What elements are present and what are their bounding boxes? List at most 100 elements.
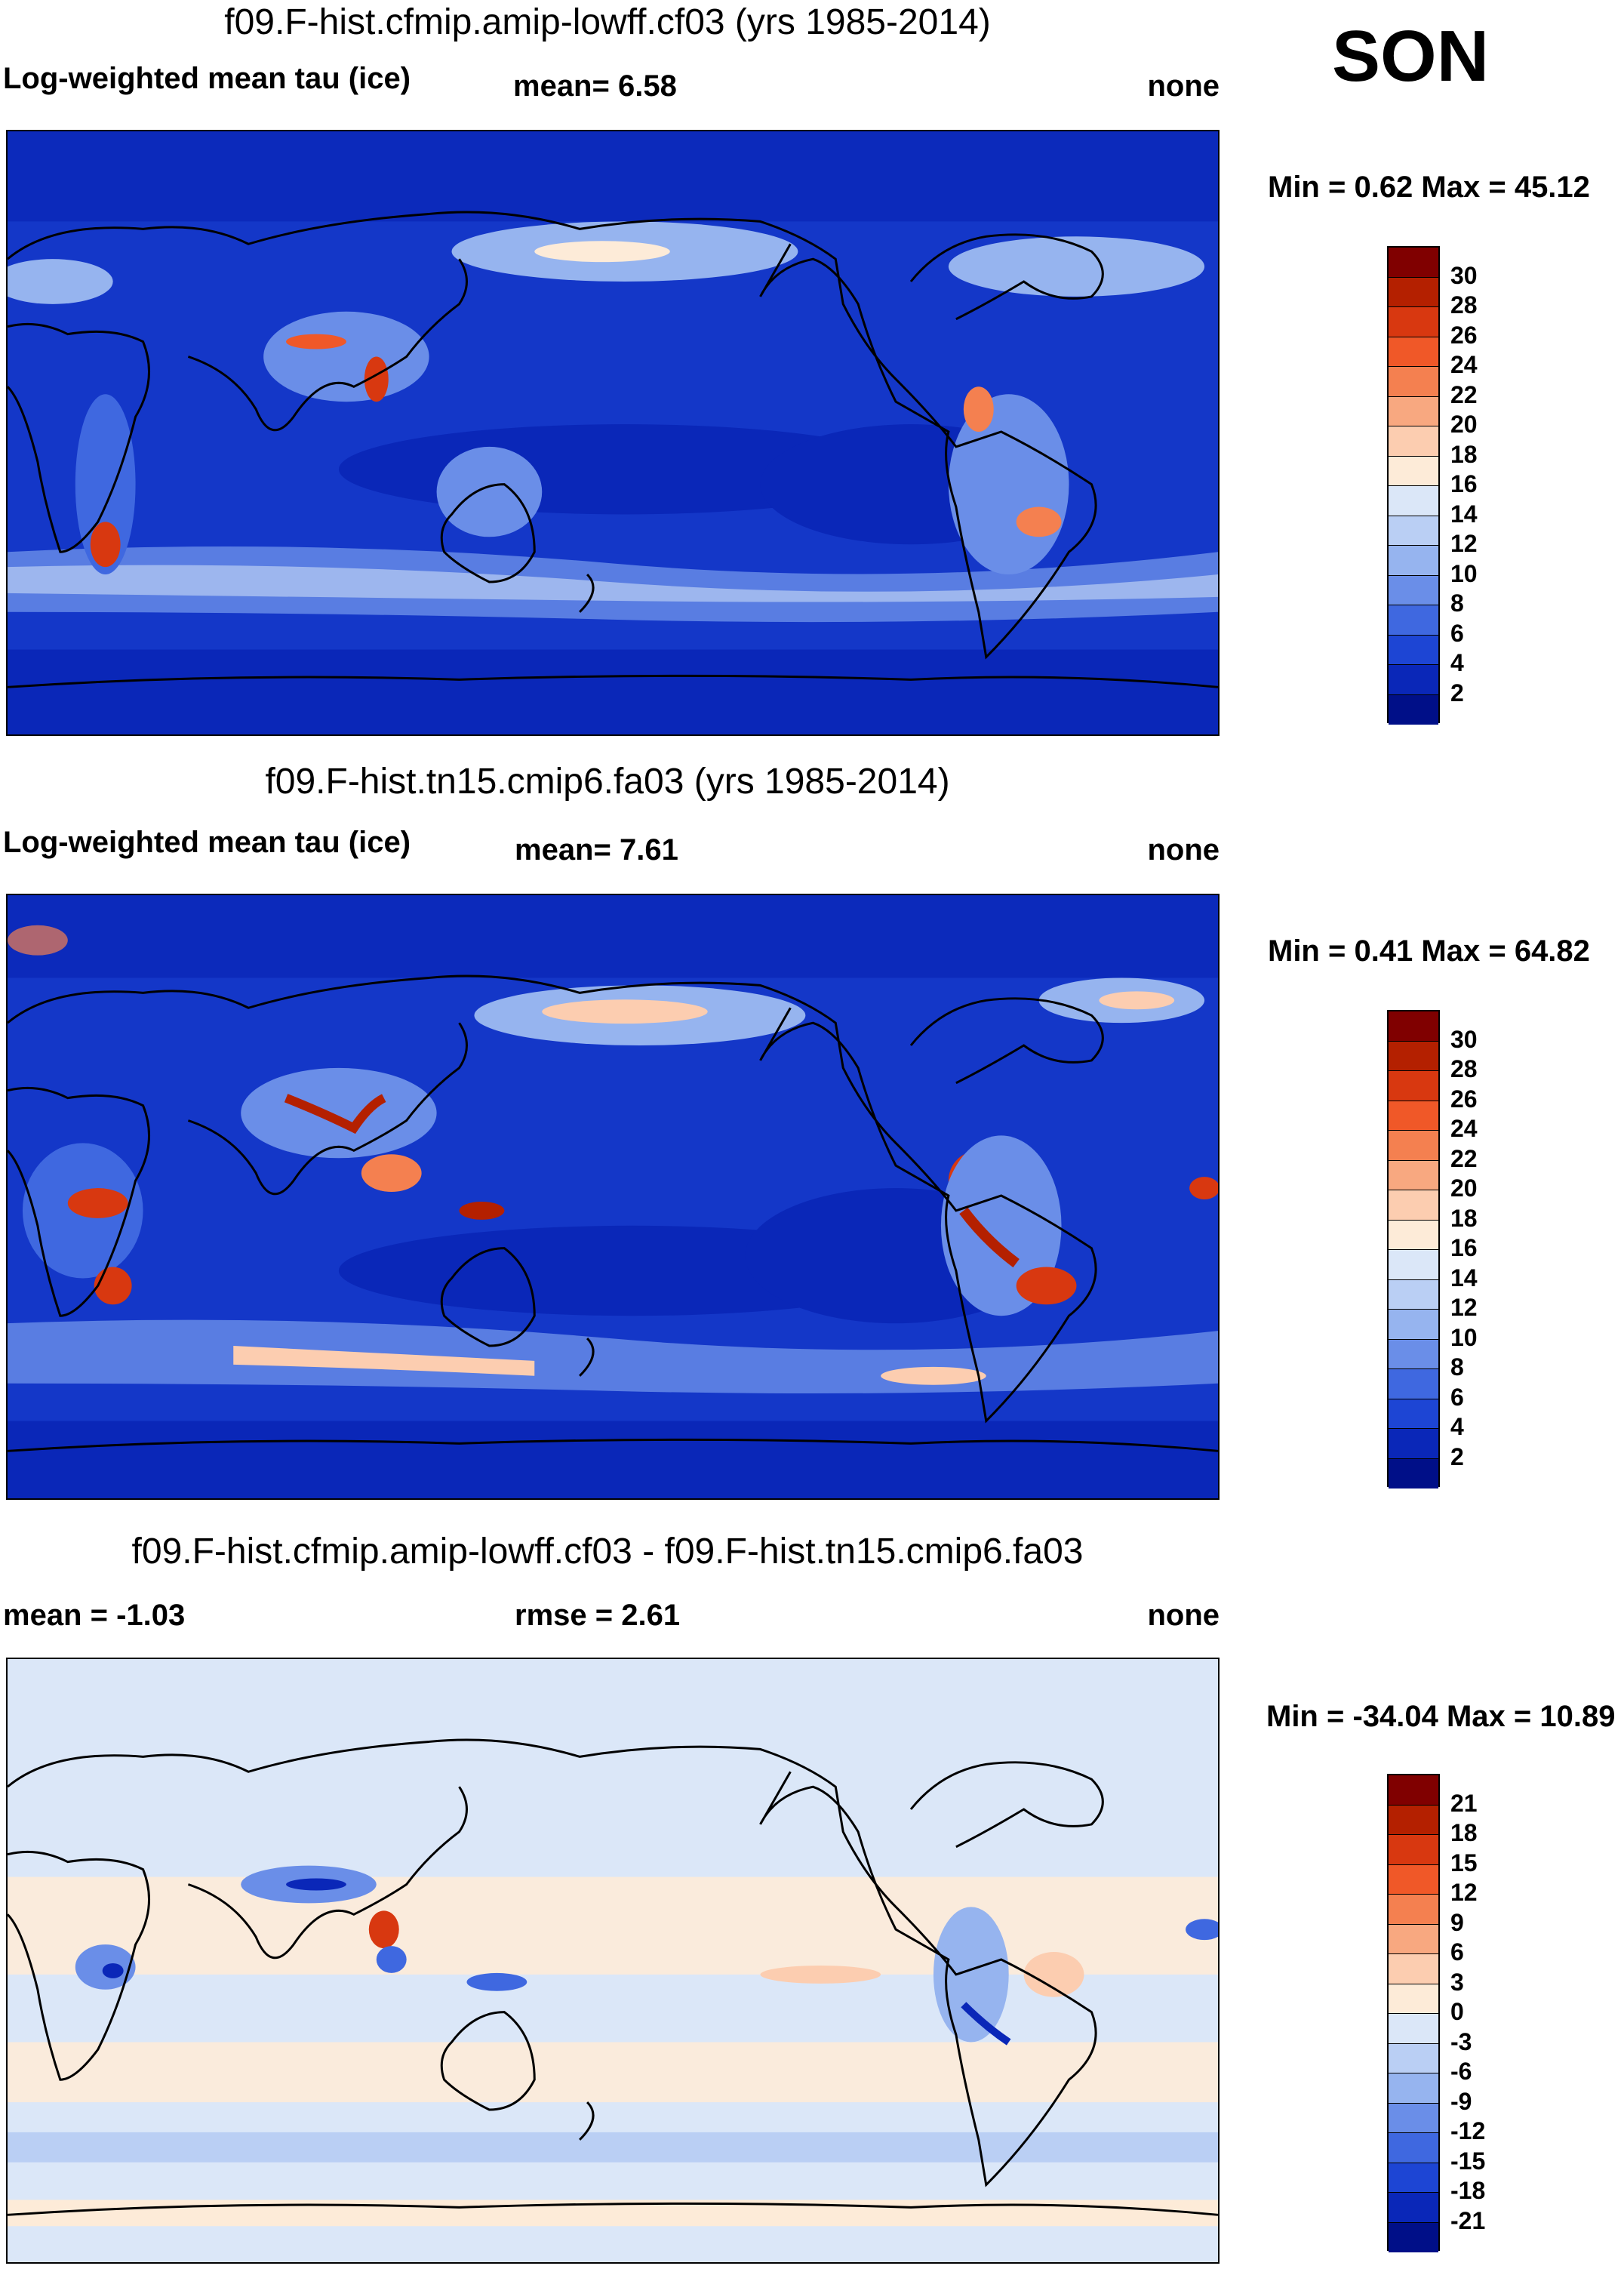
colorbar-segment: [1389, 2073, 1438, 2104]
colorbar-segment: [1389, 367, 1438, 397]
colorbar-tick-label: 16: [1450, 470, 1478, 497]
colorbar-tick-label: 15: [1450, 1849, 1478, 1876]
colorbar-tick-label: 26: [1450, 321, 1478, 349]
colorbar-segment: [1389, 307, 1438, 337]
panel-3-map: [6, 1658, 1220, 2264]
panel-1-map-svg: [8, 131, 1218, 734]
colorbar-segment: [1389, 486, 1438, 516]
colorbar-tick-label: 2: [1450, 1442, 1464, 1470]
panel-1-mean-label: mean= 6.58: [513, 69, 677, 103]
panel-1-units-label: none: [1147, 69, 1220, 103]
colorbar-segment: [1389, 277, 1438, 307]
colorbar-segment: [1389, 665, 1438, 695]
colorbar-segment: [1389, 2133, 1438, 2163]
colorbar-tick-label: 3: [1450, 1968, 1464, 1996]
colorbar-segment: [1389, 1041, 1438, 1071]
colorbar-segment: [1389, 2222, 1438, 2252]
colorbar-segment: [1389, 1924, 1438, 1954]
colorbar-segment: [1389, 456, 1438, 486]
colorbar-tick-label: 2: [1450, 679, 1464, 707]
panel-2-map-svg: [8, 895, 1218, 1498]
colorbar-segment: [1389, 1339, 1438, 1369]
colorbar-segment: [1389, 1011, 1438, 1042]
panel-3-units-label: none: [1147, 1599, 1220, 1632]
panel-2-units-label: none: [1147, 833, 1220, 867]
colorbar-segment: [1389, 1399, 1438, 1429]
colorbar-tick-label: 8: [1450, 1353, 1464, 1381]
panel-3-colorbar: [1387, 1774, 1440, 2252]
colorbar-tick-label: 26: [1450, 1085, 1478, 1113]
colorbar-segment: [1389, 2103, 1438, 2133]
colorbar-tick-label: 18: [1450, 1819, 1478, 1846]
colorbar-tick-label: -15: [1450, 2147, 1486, 2175]
colorbar-tick-label: 30: [1450, 1025, 1478, 1053]
colorbar-tick-label: 28: [1450, 1055, 1478, 1082]
colorbar-segment: [1389, 1835, 1438, 1865]
colorbar-segment: [1389, 1310, 1438, 1340]
colorbar-tick-label: -12: [1450, 2117, 1486, 2144]
colorbar-segment: [1389, 635, 1438, 665]
colorbar-segment: [1389, 1220, 1438, 1250]
colorbar-tick-label: 20: [1450, 411, 1478, 438]
panel-3-mean-label: mean = -1.03: [3, 1599, 186, 1632]
colorbar-segment: [1389, 605, 1438, 636]
colorbar-tick-label: 6: [1450, 1383, 1464, 1411]
colorbar-tick-label: 18: [1450, 440, 1478, 468]
colorbar-segment: [1389, 2014, 1438, 2044]
colorbar-tick-label: 22: [1450, 380, 1478, 408]
panel-2-mean-label: mean= 7.61: [515, 833, 678, 867]
panel-1-minmax: Min = 0.62 Max = 45.12: [1268, 171, 1590, 204]
colorbar-tick-label: 22: [1450, 1144, 1478, 1172]
colorbar-tick-label: -21: [1450, 2206, 1486, 2234]
colorbar-segment: [1389, 2193, 1438, 2223]
panel-3-minmax: Min = -34.04 Max = 10.89: [1266, 1700, 1616, 1733]
panel-2-minmax: Min = 0.41 Max = 64.82: [1268, 934, 1590, 968]
colorbar-segment: [1389, 1160, 1438, 1190]
colorbar-segment: [1389, 2163, 1438, 2193]
colorbar-segment: [1389, 1101, 1438, 1131]
colorbar-tick-label: 8: [1450, 590, 1464, 617]
colorbar-tick-label: 18: [1450, 1204, 1478, 1232]
colorbar-segment: [1389, 248, 1438, 278]
colorbar-segment: [1389, 1369, 1438, 1399]
colorbar-segment: [1389, 546, 1438, 576]
colorbar-segment: [1389, 1775, 1438, 1806]
colorbar-tick-label: -9: [1450, 2087, 1472, 2115]
colorbar-segment: [1389, 396, 1438, 426]
colorbar-segment: [1389, 1279, 1438, 1310]
panel-3-map-svg: [8, 1659, 1218, 2262]
colorbar-segment: [1389, 1954, 1438, 1984]
colorbar-tick-label: 6: [1450, 1938, 1464, 1966]
panel-1-variable-label: Log-weighted mean tau (ice): [3, 62, 411, 95]
panel-2-title: f09.F-hist.tn15.cmip6.fa03 (yrs 1985-201…: [265, 762, 950, 802]
colorbar-segment: [1389, 1190, 1438, 1221]
colorbar-segment: [1389, 1250, 1438, 1280]
colorbar-segment: [1389, 1429, 1438, 1459]
colorbar-segment: [1389, 1864, 1438, 1895]
colorbar-segment: [1389, 1071, 1438, 1101]
colorbar-tick-label: 4: [1450, 649, 1464, 676]
panel-1-colorbar: [1387, 246, 1440, 725]
colorbar-segment: [1389, 1131, 1438, 1161]
colorbar-segment: [1389, 1984, 1438, 2014]
colorbar-segment: [1389, 1458, 1438, 1488]
panel-1-map: [6, 130, 1220, 736]
colorbar-segment: [1389, 1895, 1438, 1925]
panel-1-title: f09.F-hist.cfmip.amip-lowff.cf03 (yrs 19…: [224, 2, 991, 42]
colorbar-tick-label: 6: [1450, 619, 1464, 647]
colorbar-tick-label: 28: [1450, 291, 1478, 319]
colorbar-segment: [1389, 575, 1438, 605]
colorbar-tick-label: 24: [1450, 351, 1478, 378]
season-label: SON: [1332, 16, 1490, 97]
colorbar-segment: [1389, 2043, 1438, 2073]
colorbar-tick-label: 12: [1450, 1879, 1478, 1906]
colorbar-tick-label: 4: [1450, 1413, 1464, 1440]
colorbar-segment: [1389, 694, 1438, 725]
colorbar-tick-label: 10: [1450, 1323, 1478, 1351]
colorbar-segment: [1389, 516, 1438, 546]
colorbar-tick-label: 9: [1450, 1908, 1464, 1936]
colorbar-tick-label: -6: [1450, 2058, 1472, 2085]
panel-3-title: f09.F-hist.cfmip.amip-lowff.cf03 - f09.F…: [131, 1532, 1084, 1572]
panel-2-map: [6, 894, 1220, 1500]
colorbar-tick-label: 16: [1450, 1234, 1478, 1261]
